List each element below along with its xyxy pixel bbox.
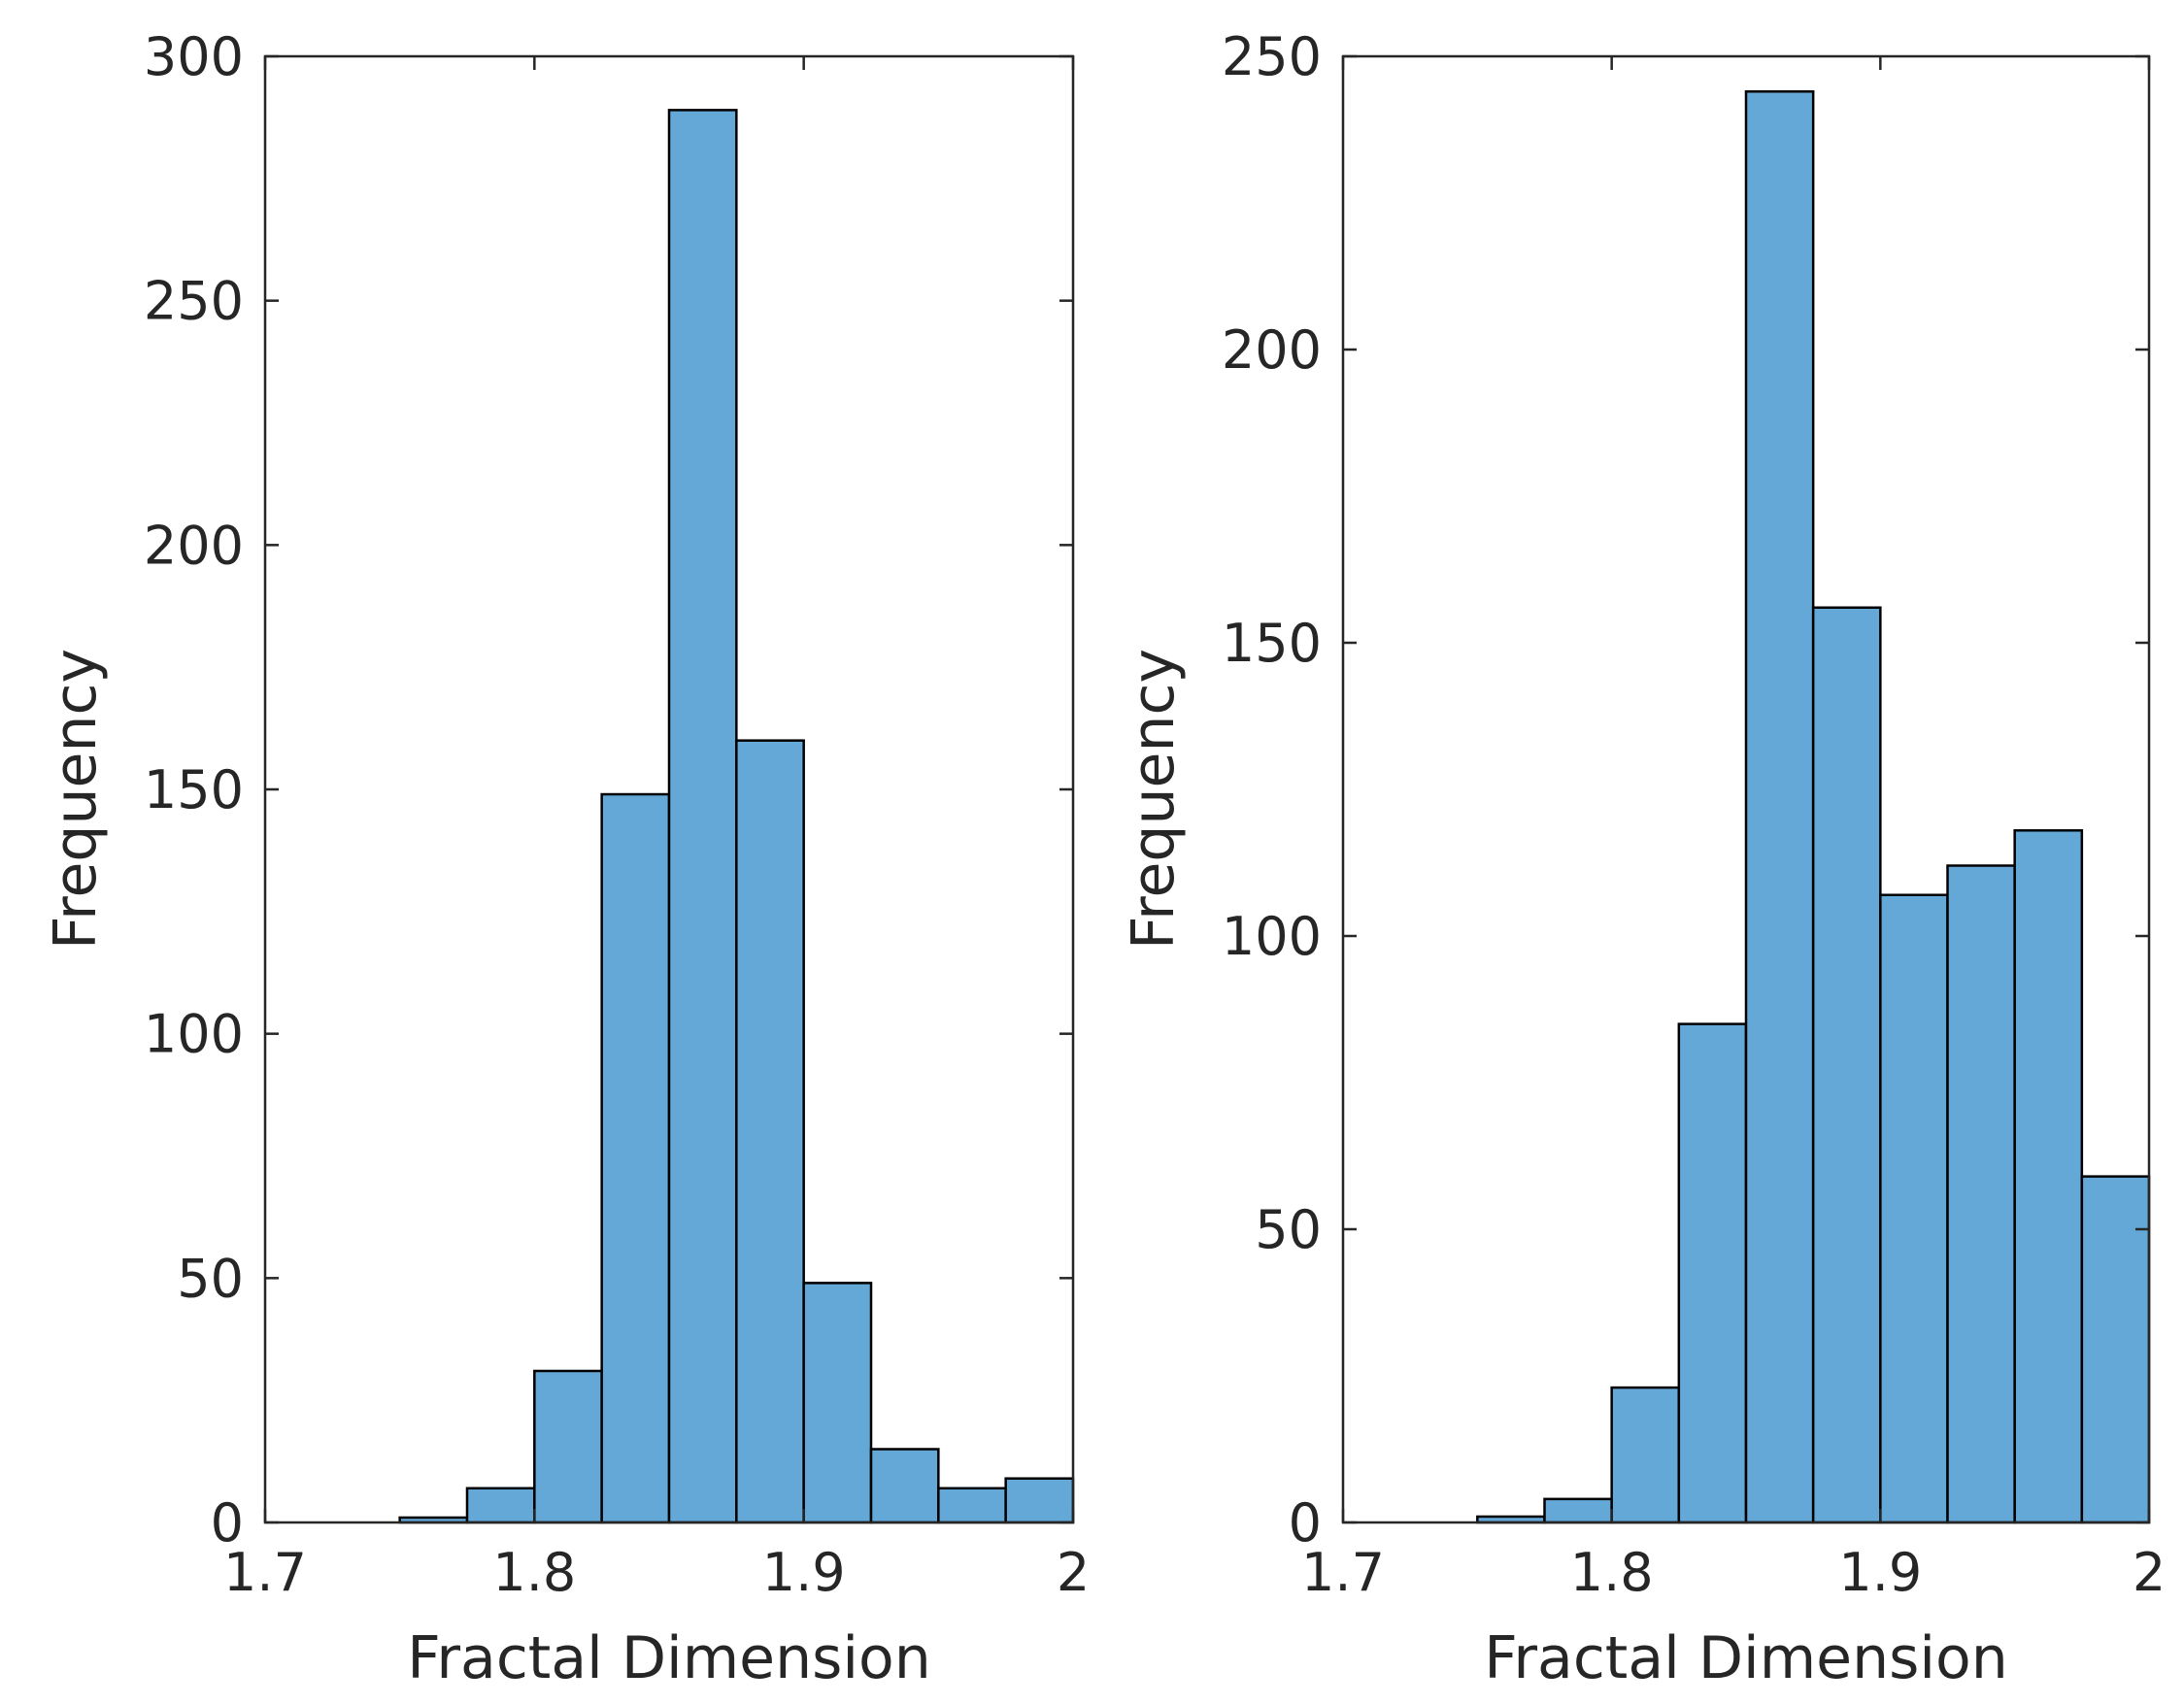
histogram-bar (2080, 1175, 2151, 1524)
histogram-bar (2013, 829, 2084, 1524)
axes-frame (1341, 54, 2151, 1524)
histogram-bar (869, 1448, 940, 1524)
x-tick-label: 1.7 (223, 1542, 307, 1603)
x-tick-label: 1.9 (762, 1542, 846, 1603)
histogram-bar (1879, 893, 1949, 1524)
y-tick-label: 100 (144, 1004, 244, 1065)
y-tick-label: 50 (1255, 1199, 1322, 1260)
y-tick-label: 200 (144, 515, 244, 576)
y-axis-label: Frequency (1120, 649, 1188, 950)
y-tick-label: 0 (211, 1492, 244, 1554)
y-tick-label: 300 (144, 26, 244, 87)
x-axis-label: Fractal Dimension (1484, 1624, 2008, 1692)
histogram-bar (937, 1487, 1007, 1524)
x-tick-label: 1.8 (492, 1542, 576, 1603)
y-tick-label: 250 (1222, 26, 1322, 87)
histogram-right: 0 50 100 150 200 250 1.7 1.8 1.9 2 Fractal Dimensi… (1120, 26, 2166, 1692)
histogram-bar (1677, 1022, 1748, 1524)
y-tick-label: 50 (177, 1248, 244, 1309)
y-tick-label: 200 (1222, 319, 1322, 381)
x-axis-label: Fractal Dimension (407, 1624, 931, 1692)
y-tick-label: 150 (1222, 613, 1322, 674)
histogram-bar (1610, 1386, 1681, 1524)
histogram-bar (1543, 1497, 1613, 1524)
x-tick-label: 2 (2133, 1542, 2166, 1603)
x-tick-label: 1.8 (1570, 1542, 1654, 1603)
x-tick-label: 2 (1057, 1542, 1090, 1603)
y-axis-label: Frequency (42, 649, 110, 950)
histogram-bar (802, 1282, 873, 1524)
histogram-bar (735, 739, 805, 1524)
histogram-bar (1744, 89, 1815, 1524)
histogram-bar (1811, 606, 1882, 1524)
y-tick-label: 150 (144, 759, 244, 820)
y-tick-label: 250 (144, 271, 244, 332)
y-tick-label: 0 (1289, 1492, 1322, 1554)
y-tick-label: 100 (1222, 906, 1322, 967)
histogram-bar (1004, 1477, 1075, 1524)
x-tick-label: 1.7 (1301, 1542, 1385, 1603)
histogram-bar (600, 792, 671, 1524)
histogram-bar (533, 1369, 603, 1524)
histogram-bar (465, 1487, 536, 1524)
histogram-bar (667, 109, 738, 1524)
histogram-left: 0 50 100 150 200 250 300 1.7 1.8 1.9 2 Fractal Dime… (42, 26, 1090, 1692)
x-tick-label: 1.9 (1838, 1542, 1922, 1603)
histogram-bar (1946, 864, 2016, 1524)
